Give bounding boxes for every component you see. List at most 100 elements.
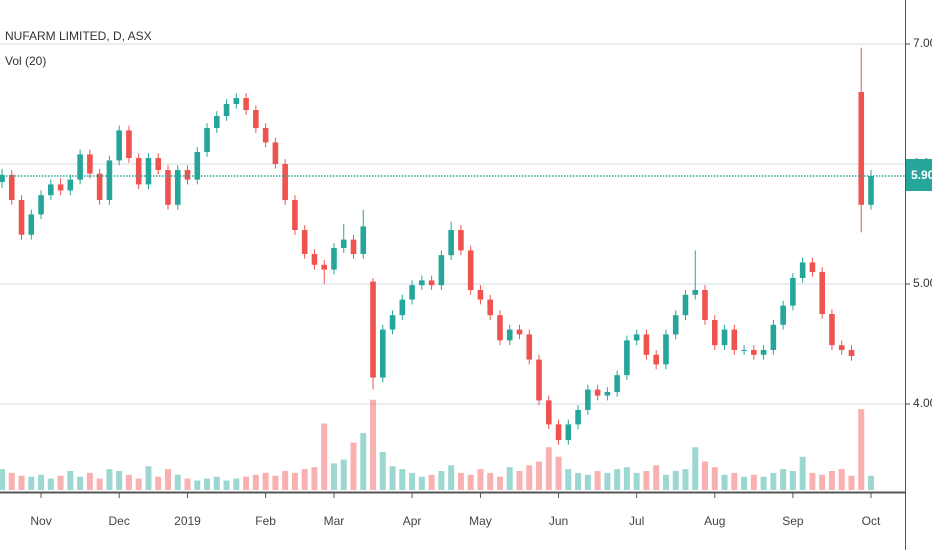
volume-bar (760, 476, 767, 490)
volume-bar (789, 471, 796, 490)
x-tick-label: Apr (403, 514, 422, 528)
candle-body (0, 174, 5, 183)
candle-body (96, 173, 103, 201)
y-tick-label: 5.00 (913, 276, 932, 290)
candle-body (741, 349, 747, 351)
volume-bar (311, 467, 318, 490)
candle-body (419, 280, 425, 286)
candle-body (633, 334, 640, 341)
volume-bar (614, 469, 621, 490)
volume-bar (868, 475, 874, 490)
volume-bar (370, 399, 377, 490)
volume-bar (828, 471, 835, 490)
volume-bar (399, 469, 406, 490)
candle-body (379, 329, 386, 378)
volume-bar (858, 409, 865, 490)
x-tick-label: 2019 (174, 514, 201, 528)
x-tick-label: Aug (704, 514, 725, 528)
volume-bar (116, 471, 123, 490)
volume-bar (96, 478, 103, 490)
candle-body (477, 289, 484, 300)
candle-body (497, 315, 503, 341)
candle-body (760, 349, 767, 355)
volume-pane (0, 399, 874, 490)
volume-bar (418, 476, 425, 490)
volume-bar (47, 478, 54, 490)
candle-body (331, 247, 337, 270)
candle-body (516, 329, 523, 335)
volume-bar (819, 474, 826, 490)
candle-body (282, 164, 288, 201)
candle-body (340, 239, 347, 248)
volume-bar (623, 467, 630, 490)
volume-bar (252, 474, 259, 490)
volume-bar (545, 447, 552, 490)
volume-bar (77, 476, 84, 490)
volume-bar (672, 471, 679, 490)
candle-body (38, 195, 44, 215)
volume-bar (340, 459, 347, 490)
volume-bar (438, 471, 445, 490)
candle-body (575, 409, 581, 425)
volume-bar (18, 475, 25, 490)
candle-body (790, 277, 796, 306)
candle-body (292, 200, 298, 231)
candle-body (585, 389, 591, 410)
volume-bar (477, 469, 484, 490)
x-tick-label: May (469, 514, 492, 528)
volume-bar (291, 472, 298, 490)
candle-body (555, 424, 562, 440)
volume-bar (780, 469, 787, 490)
y-tick-label: 4.00 (913, 396, 932, 410)
candle-body (682, 294, 689, 316)
volume-bar (682, 469, 689, 490)
volume-bar (487, 472, 494, 490)
volume-bar (750, 474, 757, 490)
volume-bar (575, 472, 582, 490)
candle-body (526, 334, 533, 360)
volume-bar (526, 465, 533, 490)
x-tick-label: Sep (782, 514, 804, 528)
candle-body (653, 354, 659, 365)
volume-bar (155, 476, 162, 490)
candle-body (751, 349, 757, 355)
volume-bar (633, 472, 640, 490)
candle-body (868, 176, 874, 205)
candle-body (243, 98, 249, 111)
candle-body (272, 142, 279, 165)
volume-bar (692, 447, 699, 490)
volume-bar (848, 475, 855, 490)
candle-body (321, 264, 328, 270)
volume-bar (164, 469, 171, 490)
candle-body (458, 230, 464, 251)
candle-body (184, 170, 191, 180)
volume-bar (711, 467, 718, 490)
volume-bar (799, 456, 806, 490)
candle-body (389, 315, 396, 330)
volume-bar (594, 471, 601, 490)
candle-body (780, 305, 786, 325)
volume-bar (86, 472, 93, 490)
candle-body (614, 375, 620, 392)
x-tick-label: Jun (549, 514, 568, 528)
candle-body (204, 128, 210, 153)
candle-body (731, 329, 738, 350)
volume-bar (67, 471, 74, 490)
volume-bar (584, 474, 591, 490)
volume-bar (174, 474, 181, 490)
x-tick-label: Oct (862, 514, 881, 528)
candle-body (829, 313, 835, 346)
x-tick-label: Nov (30, 514, 51, 528)
volume-bar (272, 475, 279, 490)
volume-bar (125, 474, 132, 490)
candle-body (721, 329, 728, 346)
candle-body (770, 324, 777, 350)
chart-title: NUFARM LIMITED, D, ASX (5, 29, 152, 43)
candle-body (594, 389, 601, 396)
volume-bar (721, 474, 728, 490)
volume-bar (233, 478, 240, 490)
volume-bar (204, 478, 211, 490)
volume-bar (282, 471, 289, 490)
candle-body (799, 262, 806, 278)
